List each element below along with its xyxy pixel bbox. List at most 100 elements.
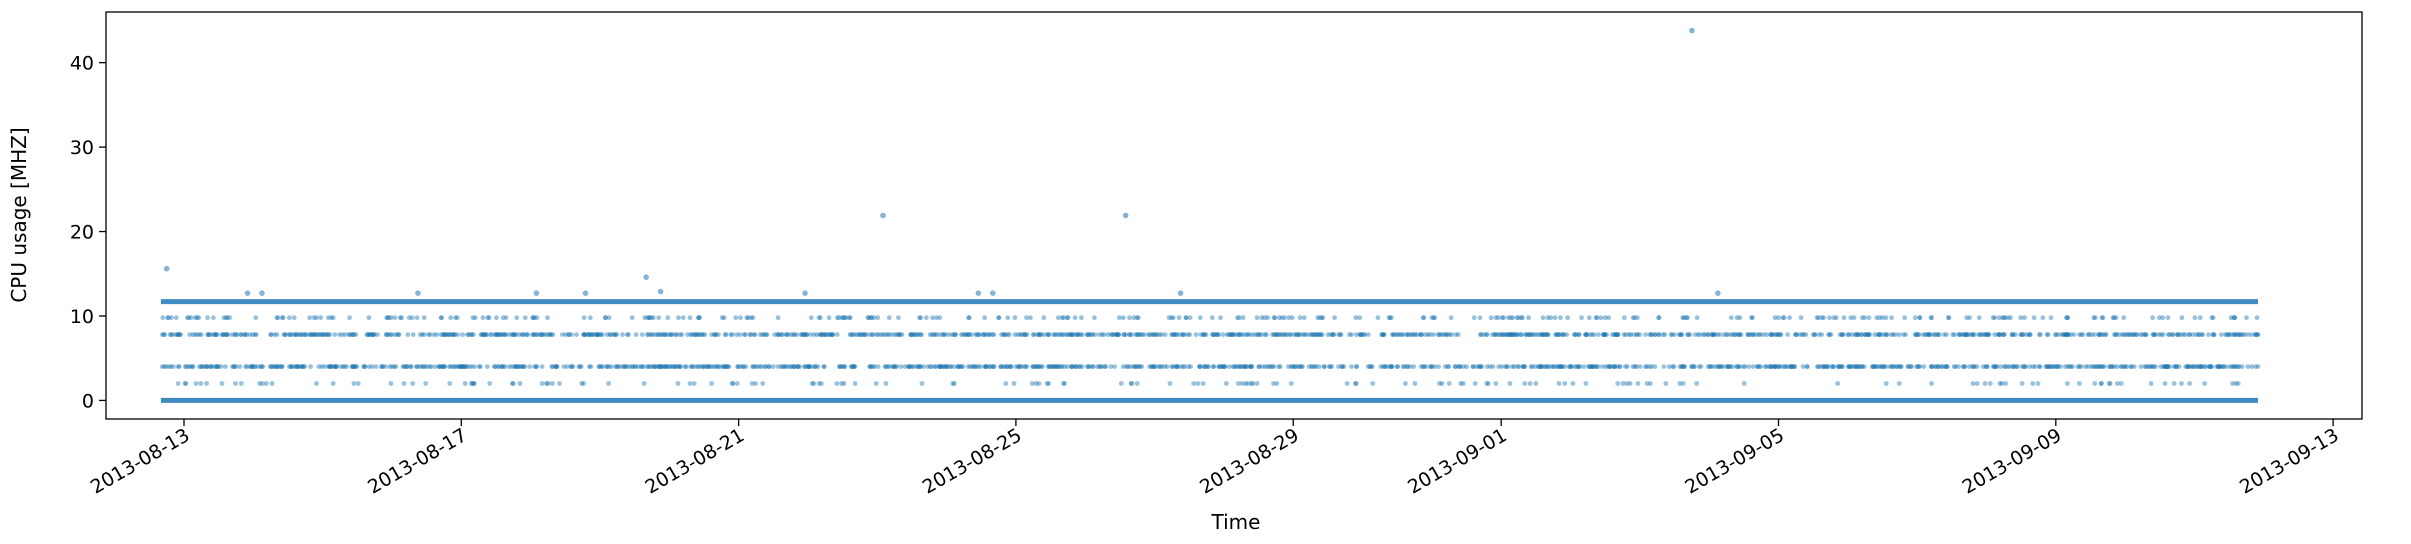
data-point (1970, 364, 1975, 369)
data-point (1030, 332, 1036, 337)
data-point (1983, 332, 1989, 337)
data-point (307, 332, 313, 337)
data-point (1724, 332, 1729, 337)
data-point (882, 364, 888, 369)
data-point (1453, 364, 1458, 369)
data-point (676, 315, 681, 321)
data-point (1685, 332, 1690, 337)
data-point (1003, 381, 1009, 386)
data-point (251, 364, 257, 369)
data-point (2060, 332, 2065, 337)
data-point (648, 332, 654, 337)
data-point (1558, 364, 1564, 369)
data-point (1039, 332, 1044, 337)
data-point (487, 381, 493, 386)
data-point (1085, 364, 1090, 369)
data-point (615, 364, 621, 369)
data-point (931, 332, 937, 337)
data-point (2052, 364, 2057, 369)
data-point (1776, 332, 1781, 337)
data-point (1206, 364, 1211, 369)
data-point (880, 332, 886, 337)
data-point (2160, 332, 2166, 337)
data-point (851, 364, 857, 369)
data-point (1065, 332, 1070, 337)
data-point (918, 315, 923, 321)
data-point (742, 332, 748, 337)
data-point (1310, 332, 1315, 337)
data-point (314, 381, 319, 386)
data-point (1397, 332, 1403, 337)
data-point (1980, 364, 1986, 369)
data-point (1253, 332, 1259, 337)
data-point (482, 332, 488, 337)
data-point (1202, 364, 1207, 369)
data-point (1316, 332, 1322, 337)
data-point (2027, 364, 2033, 369)
data-point (1518, 332, 1524, 337)
data-point (865, 315, 871, 321)
data-point (269, 381, 275, 386)
data-point (896, 315, 901, 321)
data-point (2099, 364, 2104, 369)
data-point (300, 364, 305, 369)
data-point (927, 332, 933, 337)
data-point (1108, 332, 1114, 337)
data-point (745, 315, 751, 321)
data-point (600, 332, 605, 337)
data-point (547, 332, 553, 337)
data-point (804, 332, 810, 337)
data-point (1873, 364, 1879, 369)
data-point (1349, 364, 1354, 369)
data-point (1008, 364, 1013, 369)
data-point (1768, 364, 1774, 369)
data-point (750, 364, 755, 369)
data-point (214, 332, 220, 337)
data-point (1519, 332, 1524, 337)
data-point (1029, 381, 1035, 386)
data-point (1277, 332, 1283, 337)
data-point (1968, 332, 1974, 337)
data-point (205, 315, 211, 321)
data-point (966, 315, 972, 321)
data-point (1247, 332, 1253, 337)
data-point (2203, 364, 2209, 369)
data-point (249, 364, 254, 369)
data-point (298, 332, 303, 337)
data-point (2003, 381, 2009, 386)
data-point (1259, 315, 1265, 321)
data-point (1573, 332, 1579, 337)
data-point (1202, 332, 1207, 337)
data-point (651, 364, 657, 369)
data-point (315, 332, 321, 337)
data-point (1116, 332, 1122, 337)
data-point (1965, 332, 1971, 337)
data-point (1737, 364, 1742, 369)
data-point (1183, 315, 1189, 321)
data-point (1023, 332, 1028, 337)
data-point (2119, 364, 2125, 369)
data-point (1515, 332, 1521, 337)
data-point (1086, 332, 1091, 337)
data-point (1601, 332, 1607, 337)
data-point (1554, 364, 1559, 369)
data-point (2245, 332, 2251, 337)
data-point (1508, 332, 1514, 337)
data-point (2253, 364, 2259, 369)
data-point (574, 332, 579, 337)
data-point (1000, 364, 1006, 369)
data-point (1134, 315, 1140, 321)
data-point (1890, 364, 1896, 369)
data-point (405, 364, 410, 369)
data-point (791, 364, 797, 369)
data-point (198, 332, 204, 337)
data-point (1741, 381, 1747, 386)
data-point (509, 381, 515, 386)
data-point (519, 364, 524, 369)
data-point (1883, 315, 1889, 321)
data-point (190, 332, 196, 337)
data-point (1836, 364, 1842, 369)
data-point (1429, 315, 1435, 321)
data-point (232, 332, 238, 337)
data-point (910, 364, 915, 369)
